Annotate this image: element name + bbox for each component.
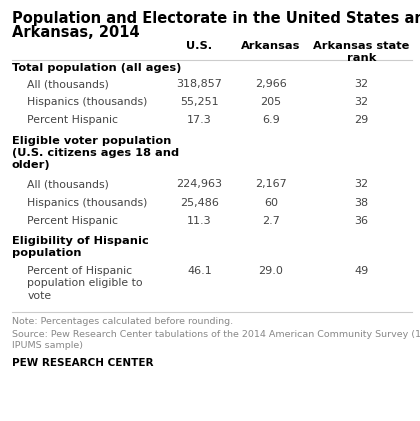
- Text: 49: 49: [354, 266, 368, 276]
- Text: 205: 205: [260, 97, 281, 107]
- Text: 2.7: 2.7: [262, 216, 280, 226]
- Text: 318,857: 318,857: [176, 79, 223, 89]
- Text: 36: 36: [354, 216, 368, 226]
- Text: All (thousands): All (thousands): [27, 79, 109, 89]
- Text: 32: 32: [354, 79, 368, 89]
- Text: U.S.: U.S.: [186, 41, 213, 51]
- Text: Hispanics (thousands): Hispanics (thousands): [27, 197, 148, 208]
- Text: 55,251: 55,251: [180, 97, 219, 107]
- Text: Population and Electorate in the United States and: Population and Electorate in the United …: [12, 11, 420, 26]
- Text: Percent Hispanic: Percent Hispanic: [27, 115, 118, 125]
- Text: 2,167: 2,167: [255, 179, 287, 189]
- Text: Eligible voter population
(U.S. citizens ages 18 and
older): Eligible voter population (U.S. citizens…: [12, 136, 179, 171]
- Text: 29.0: 29.0: [258, 266, 284, 276]
- Text: Arkansas state
rank: Arkansas state rank: [313, 41, 410, 64]
- Text: 38: 38: [354, 197, 368, 208]
- Text: 25,486: 25,486: [180, 197, 219, 208]
- Text: PEW RESEARCH CENTER: PEW RESEARCH CENTER: [12, 358, 153, 368]
- Text: Arkansas, 2014: Arkansas, 2014: [12, 25, 139, 40]
- Text: Source: Pew Research Center tabulations of the 2014 American Community Survey (1: Source: Pew Research Center tabulations …: [12, 330, 420, 350]
- Text: 6.9: 6.9: [262, 115, 280, 125]
- Text: 2,966: 2,966: [255, 79, 287, 89]
- Text: Arkansas: Arkansas: [241, 41, 301, 51]
- Text: Percent Hispanic: Percent Hispanic: [27, 216, 118, 226]
- Text: 11.3: 11.3: [187, 216, 212, 226]
- Text: 17.3: 17.3: [187, 115, 212, 125]
- Text: 46.1: 46.1: [187, 266, 212, 276]
- Text: 29: 29: [354, 115, 368, 125]
- Text: All (thousands): All (thousands): [27, 179, 109, 189]
- Text: Hispanics (thousands): Hispanics (thousands): [27, 97, 148, 107]
- Text: 32: 32: [354, 97, 368, 107]
- Text: Eligibility of Hispanic
population: Eligibility of Hispanic population: [12, 236, 149, 258]
- Text: 224,963: 224,963: [176, 179, 223, 189]
- Text: Percent of Hispanic
population eligible to
vote: Percent of Hispanic population eligible …: [27, 266, 143, 301]
- Text: Note: Percentages calculated before rounding.: Note: Percentages calculated before roun…: [12, 317, 233, 326]
- Text: 60: 60: [264, 197, 278, 208]
- Text: 32: 32: [354, 179, 368, 189]
- Text: Total population (all ages): Total population (all ages): [12, 63, 181, 73]
